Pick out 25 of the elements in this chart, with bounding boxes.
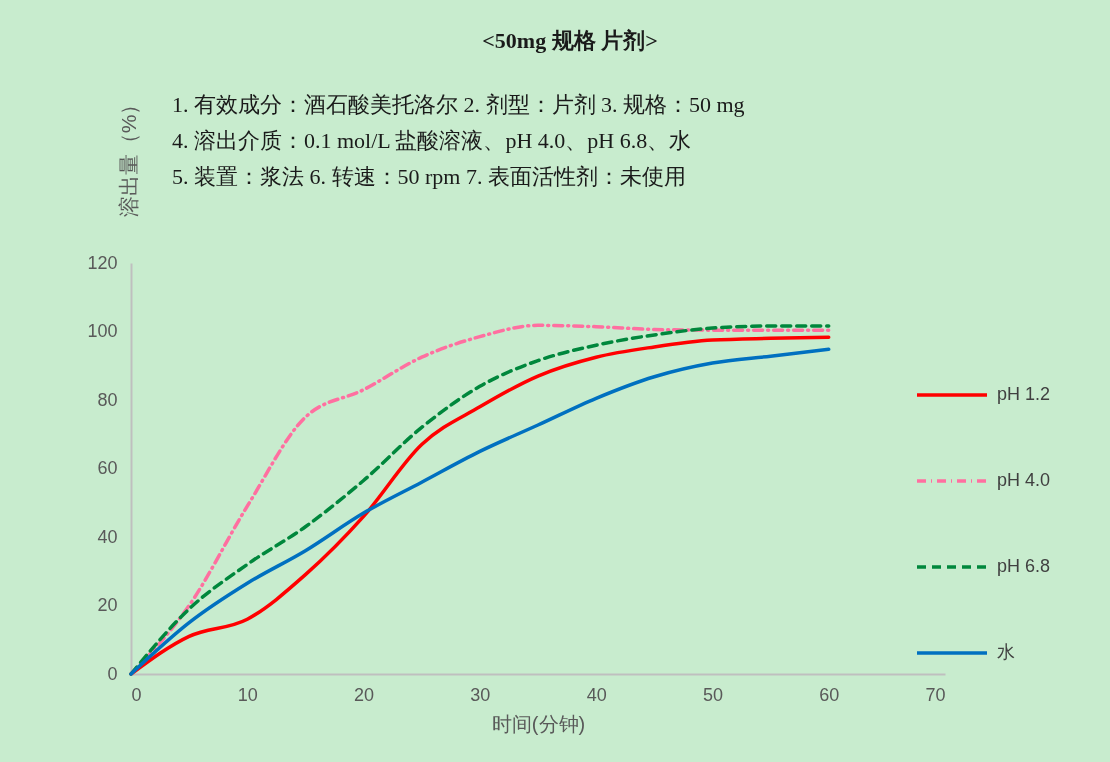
legend-label: pH 4.0 bbox=[997, 470, 1051, 490]
x-tick-label: 50 bbox=[702, 684, 723, 705]
y-tick-label: 100 bbox=[87, 321, 118, 341]
x-tick-label: 10 bbox=[237, 684, 258, 705]
y-tick-label: 20 bbox=[97, 595, 118, 615]
y-tick-label: 60 bbox=[97, 458, 118, 478]
x-axis-title: 时间(分钟) bbox=[491, 712, 586, 735]
y-axis-title: 溶出量（%） bbox=[116, 93, 140, 218]
x-tick-label: 20 bbox=[354, 684, 375, 705]
x-tick-label: 30 bbox=[470, 684, 491, 705]
x-tick-label: 0 bbox=[131, 684, 142, 705]
x-tick-label: 40 bbox=[586, 684, 607, 705]
y-tick-label: 40 bbox=[97, 526, 118, 547]
x-tick-label: 60 bbox=[819, 684, 840, 705]
x-tick-label: 70 bbox=[925, 684, 946, 705]
text: 4. 溶出介质：0.1 mol/L 盐酸溶液、pH 4.0、pH 6.8、水 bbox=[172, 128, 692, 153]
y-tick-label: 120 bbox=[87, 252, 118, 273]
legend-label: pH 1.2 bbox=[997, 384, 1051, 404]
y-tick-label: 0 bbox=[107, 663, 118, 684]
chart-title: <50mg 规格 片剂> bbox=[482, 28, 658, 54]
text: 1. 有效成分：酒石酸美托洛尔 2. 剂型：片剂 3. 规格：50 mg bbox=[172, 92, 745, 117]
text: 5. 装置：浆法 6. 转速：50 rpm 7. 表面活性剂：未使用 bbox=[172, 164, 686, 189]
legend-label: pH 6.8 bbox=[997, 556, 1051, 576]
legend-label: 水 bbox=[997, 642, 1015, 662]
y-tick-label: 80 bbox=[97, 389, 118, 410]
